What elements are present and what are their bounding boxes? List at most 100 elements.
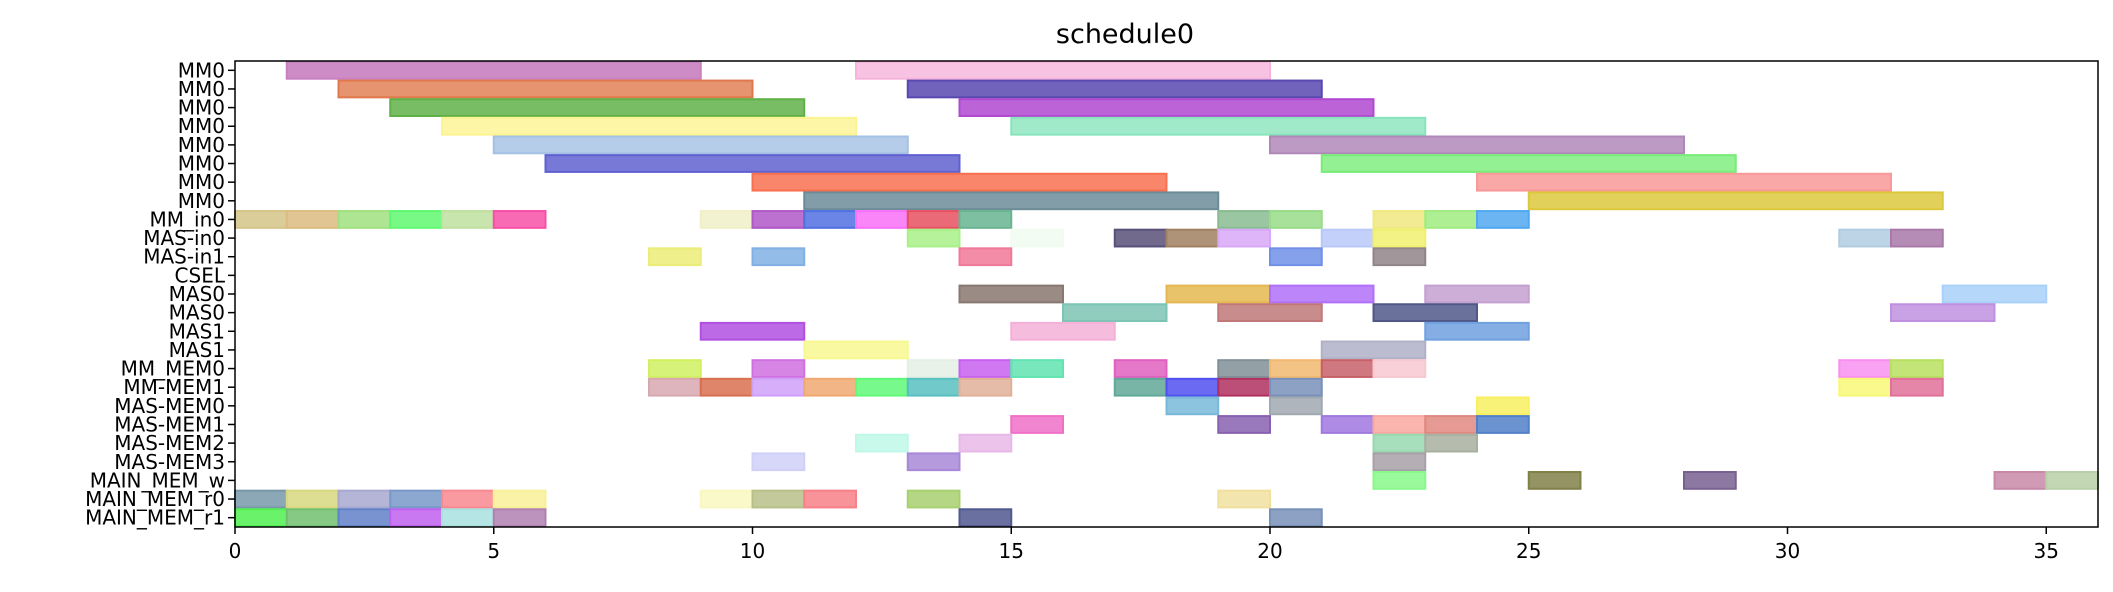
task-bar-94 — [1476, 415, 1530, 434]
task-bar-66 — [1113, 359, 1168, 378]
task-bar-16 — [234, 210, 288, 229]
task-bar-9 — [1269, 135, 1685, 155]
task-bar-112 — [492, 489, 547, 509]
x-tick-label: 35 — [2034, 539, 2059, 563]
task-bar-10 — [544, 154, 961, 173]
task-bar-123 — [492, 508, 547, 528]
task-bar-97 — [1372, 433, 1427, 453]
task-bar-34 — [1010, 228, 1064, 248]
task-bar-71 — [1838, 359, 1892, 378]
x-tick-label: 30 — [1775, 539, 1800, 563]
task-bar-21 — [492, 210, 547, 229]
task-bar-40 — [1838, 228, 1892, 248]
task-bar-77 — [855, 377, 909, 397]
task-bar-68 — [1269, 359, 1323, 378]
task-bar-119 — [285, 508, 340, 528]
task-bar-14 — [803, 191, 1220, 211]
y-tick-label: MAS-in0 — [143, 226, 225, 250]
task-bar-58 — [1424, 321, 1530, 341]
task-bar-3 — [906, 79, 1323, 99]
x-tick-label: 25 — [1516, 539, 1541, 563]
task-bar-42 — [648, 247, 702, 267]
task-bar-13 — [1476, 172, 1892, 192]
task-bar-2 — [337, 79, 754, 99]
task-bar-76 — [803, 377, 857, 397]
task-bar-33 — [906, 228, 961, 248]
task-bar-83 — [1269, 377, 1323, 397]
y-tick-label: MAS-MEM2 — [114, 431, 225, 455]
task-bar-39 — [1372, 228, 1427, 248]
task-bar-72 — [1890, 359, 1944, 378]
task-bar-15 — [1527, 191, 1944, 211]
task-bar-63 — [906, 359, 961, 378]
y-tick-label: MM0 — [178, 189, 225, 213]
task-bar-26 — [906, 210, 961, 229]
task-bar-38 — [1320, 228, 1375, 248]
task-bar-56 — [699, 321, 806, 341]
task-bar-95 — [855, 433, 909, 453]
task-bar-105 — [1993, 471, 2048, 490]
y-tick-label: MM0 — [178, 58, 225, 82]
task-bar-59 — [803, 340, 909, 360]
task-bar-84 — [1838, 377, 1892, 397]
task-bar-85 — [1890, 377, 1944, 397]
y-tick-label: MAS-MEM3 — [114, 450, 225, 474]
y-tick-label: MAS1 — [169, 319, 225, 343]
y-tick-label: CSEL — [175, 263, 226, 287]
task-bar-79 — [958, 377, 1013, 397]
task-bar-46 — [1372, 247, 1427, 267]
task-bar-0 — [285, 60, 702, 80]
task-bar-41 — [1890, 228, 1944, 248]
task-bar-51 — [1941, 284, 2048, 304]
task-bar-80 — [1113, 377, 1168, 397]
task-bar-86 — [1165, 396, 1220, 416]
y-tick-label: MAS-MEM0 — [114, 394, 225, 418]
task-bar-73 — [648, 377, 702, 397]
task-bar-108 — [285, 489, 340, 509]
task-bar-17 — [285, 210, 340, 229]
task-bar-90 — [1217, 415, 1271, 434]
y-tick-label: MAIN_MEM_w — [90, 468, 225, 492]
task-bar-106 — [2045, 471, 2099, 490]
y-tick-label: MAS1 — [169, 338, 225, 362]
task-bar-23 — [751, 210, 806, 229]
y-tick-label: MAIN_MEM_r0 — [85, 487, 225, 511]
task-bar-67 — [1217, 359, 1271, 378]
task-bar-104 — [1683, 471, 1737, 490]
task-bar-6 — [441, 116, 857, 136]
task-bar-74 — [699, 377, 754, 397]
task-bar-45 — [1269, 247, 1323, 267]
y-tick-label: MAS-in1 — [143, 245, 225, 269]
task-bar-11 — [1320, 154, 1737, 173]
task-bar-87 — [1269, 396, 1323, 416]
y-tick-label: MM0 — [178, 152, 225, 176]
task-bar-124 — [958, 508, 1013, 528]
task-bar-89 — [1010, 415, 1064, 434]
task-bar-29 — [1269, 210, 1323, 229]
task-bar-31 — [1424, 210, 1478, 229]
y-tick-label: MM0 — [178, 77, 225, 101]
task-bar-99 — [751, 452, 806, 472]
x-tick-label: 20 — [1257, 539, 1282, 563]
task-bar-98 — [1424, 433, 1478, 453]
task-bar-93 — [1424, 415, 1478, 434]
task-bar-47 — [958, 284, 1064, 304]
task-bar-18 — [337, 210, 392, 229]
task-bar-35 — [1113, 228, 1168, 248]
task-bar-113 — [699, 489, 754, 509]
task-bar-102 — [1372, 471, 1427, 490]
task-bar-8 — [492, 135, 909, 155]
task-bar-44 — [958, 247, 1013, 267]
task-bar-5 — [958, 98, 1375, 117]
task-bar-75 — [751, 377, 806, 397]
task-bar-111 — [441, 489, 495, 509]
task-bar-121 — [389, 508, 443, 528]
task-bar-30 — [1372, 210, 1427, 229]
task-bar-20 — [441, 210, 495, 229]
task-bar-1 — [855, 60, 1271, 80]
task-bar-103 — [1527, 471, 1582, 490]
plot-frame — [234, 60, 2099, 528]
task-bar-25 — [855, 210, 909, 229]
task-bar-53 — [1217, 303, 1323, 323]
task-bar-36 — [1165, 228, 1220, 248]
